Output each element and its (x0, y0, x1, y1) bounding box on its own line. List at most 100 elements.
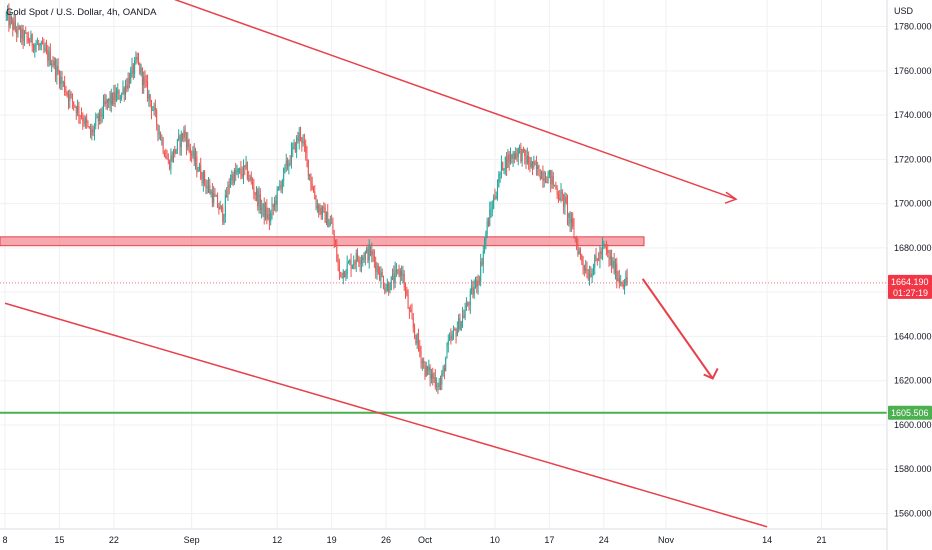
candle-body (472, 287, 474, 295)
candle-body (522, 149, 524, 151)
candle-body (43, 44, 45, 50)
projection-arrow[interactable] (641, 278, 714, 380)
candle-body (570, 218, 572, 224)
candle-body (232, 174, 234, 184)
candle-body (535, 163, 537, 169)
candle-body (564, 196, 566, 208)
candle-body (432, 373, 434, 379)
candle-body (542, 171, 544, 181)
candle-body (255, 190, 257, 196)
candle-body (22, 28, 24, 42)
candle-body (262, 203, 264, 209)
candle-body (228, 185, 230, 187)
candle-body (541, 171, 543, 180)
candle-body (49, 51, 51, 65)
candle-body (182, 133, 184, 139)
candle-body (213, 193, 215, 203)
price-axis[interactable]: 1560.000 1580.000 1600.000 1620.000 1640.000… (894, 22, 932, 519)
candle-body (502, 161, 504, 171)
candle-body (408, 308, 410, 311)
candle-body (125, 85, 127, 95)
resistance-zone[interactable] (0, 236, 645, 247)
candle-body (626, 277, 628, 283)
candle-body (161, 139, 163, 141)
candle-body (510, 154, 511, 163)
support-price-tag (888, 405, 932, 420)
candle-body (131, 64, 133, 71)
candle-body (65, 91, 67, 93)
candle-body (205, 182, 207, 188)
candle-body (44, 48, 46, 50)
candle-body (376, 265, 378, 272)
candle-body (412, 318, 414, 328)
candle-body (113, 92, 115, 105)
candle-body (386, 283, 388, 291)
candle-body (270, 213, 272, 222)
candle-body (424, 362, 426, 377)
candle-body (489, 209, 491, 226)
candle-body (130, 70, 132, 84)
candle-body (395, 269, 397, 271)
candle-body (178, 136, 180, 140)
candle-body (82, 117, 84, 122)
candle-body (368, 246, 370, 261)
candle-body (174, 149, 176, 154)
candle-body (217, 195, 219, 208)
candle-body (132, 64, 134, 74)
candle-body (592, 267, 594, 274)
candle-body (357, 253, 359, 260)
candle-body (581, 254, 583, 262)
candle-body (622, 283, 624, 288)
candle-body (277, 186, 279, 189)
candle-body (187, 139, 189, 148)
candle-body (513, 153, 515, 159)
candle-body (192, 150, 194, 156)
candle-body (240, 168, 242, 174)
bar-countdown-text: 01:27:19 (893, 288, 928, 298)
candle-body (467, 303, 469, 305)
candle-body (34, 44, 36, 51)
candle-body (524, 149, 526, 157)
candle-body (563, 194, 565, 208)
candle-body (9, 17, 11, 26)
candle-body (218, 207, 220, 210)
candle-body (96, 116, 98, 119)
candle-body (149, 94, 151, 102)
grid-lines (0, 0, 887, 529)
candle-body (555, 184, 557, 189)
candle-body (189, 147, 191, 155)
candle-body (95, 118, 97, 126)
candle-body (456, 329, 458, 337)
candle-body (421, 361, 423, 363)
candle-body (322, 206, 324, 215)
candle-body (200, 165, 202, 179)
candle-body (375, 261, 377, 272)
candle-body (156, 110, 158, 125)
candle-body (477, 280, 479, 287)
candle-body (158, 132, 160, 134)
candle-body (414, 327, 416, 335)
candle-body (17, 26, 19, 34)
candle-body (128, 77, 130, 84)
candle-body (202, 172, 204, 184)
candle-body (91, 129, 93, 136)
symbol-title[interactable]: Gold Spot / U.S. Dollar, 4h, OANDA (6, 7, 157, 18)
upper-trend-line[interactable] (114, 0, 737, 200)
price-tick-label: 1760.000 (894, 66, 932, 76)
time-axis[interactable]: 8 15 22 Sep 12 19 26 Oct 10 17 24 Nov 14 21 (2, 535, 826, 545)
lower-trend-line[interactable] (4, 302, 768, 528)
candle-body (292, 147, 294, 149)
candle-body (285, 160, 287, 166)
candle-body (33, 45, 35, 51)
candle-body (293, 142, 295, 148)
candle-body (169, 160, 171, 169)
time-tick-label: 15 (54, 535, 64, 545)
candle-body (106, 99, 108, 103)
candle-body (359, 262, 361, 264)
last-price-text: 1664.190 (891, 277, 929, 287)
candle-body (275, 200, 277, 205)
candle-body (427, 365, 429, 371)
candle-body (538, 165, 540, 177)
candle-body (410, 310, 412, 312)
